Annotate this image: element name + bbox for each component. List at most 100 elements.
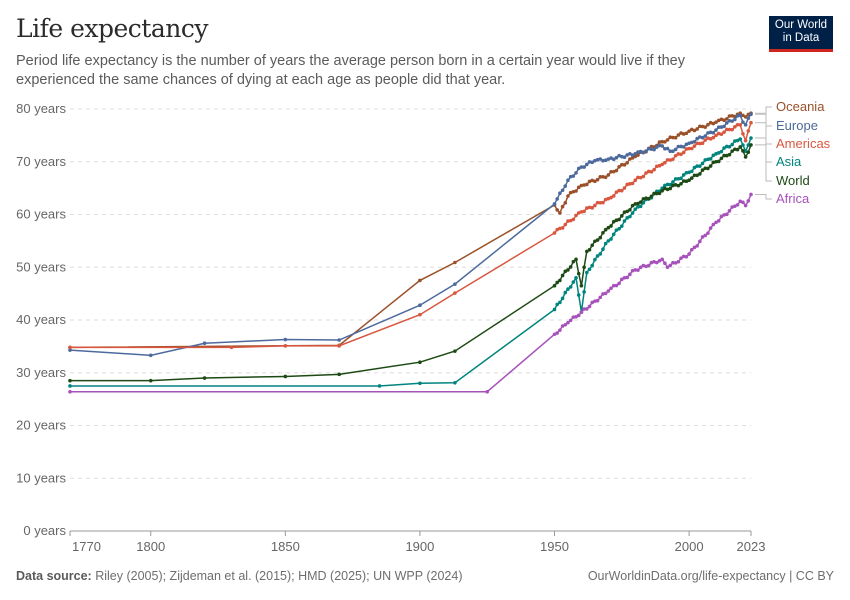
data-point-oceania	[601, 174, 605, 179]
data-point-americas	[633, 178, 638, 183]
data-point-world	[727, 152, 732, 157]
data-point-americas	[735, 122, 740, 127]
data-point-europe	[603, 158, 608, 163]
data-point-world	[689, 176, 694, 180]
data-point-americas	[708, 137, 713, 141]
data-point-americas	[646, 169, 651, 174]
data-point-europe	[555, 197, 559, 201]
data-point-world	[603, 227, 608, 232]
data-point-oceania	[579, 183, 584, 188]
data-point-americas	[654, 164, 659, 169]
data-point-europe	[644, 149, 648, 153]
y-tick-label: 10 years	[16, 470, 66, 485]
data-point-americas	[630, 181, 635, 186]
series-label-europe[interactable]: Europe	[776, 118, 818, 133]
data-point-oceania	[625, 160, 629, 165]
data-point-world	[614, 218, 619, 223]
data-point-asia	[418, 381, 422, 386]
data-point-asia	[733, 139, 737, 143]
data-point-europe	[711, 130, 716, 135]
data-point-europe	[733, 117, 737, 122]
data-point-americas	[724, 127, 729, 132]
data-point-europe	[568, 174, 573, 179]
data-point-europe	[730, 119, 734, 123]
data-point-oceania	[566, 194, 570, 198]
data-point-africa	[568, 318, 573, 323]
data-point-world	[595, 238, 600, 242]
data-point-americas	[337, 344, 341, 348]
data-point-americas	[649, 170, 654, 174]
data-point-oceania	[703, 125, 708, 129]
data-point-africa	[746, 199, 751, 203]
data-point-americas	[746, 129, 751, 133]
data-point-world	[708, 164, 713, 168]
series-label-africa[interactable]: Africa	[776, 191, 810, 206]
data-point-africa	[698, 239, 702, 244]
data-point-world	[706, 166, 710, 171]
data-point-africa	[609, 286, 613, 291]
series-label-oceania[interactable]: Oceania	[776, 99, 825, 114]
data-point-europe	[724, 121, 729, 125]
data-point-americas	[716, 131, 721, 136]
data-point-americas	[663, 160, 667, 165]
data-point-americas	[684, 147, 689, 151]
data-point-world	[606, 225, 611, 230]
data-point-africa	[625, 275, 629, 280]
data-point-world	[743, 155, 748, 159]
data-point-world	[555, 280, 559, 285]
data-point-asia	[571, 280, 576, 284]
data-point-asia	[617, 226, 621, 231]
data-point-oceania	[660, 139, 664, 144]
owid-logo[interactable]: Our World in Data	[769, 16, 833, 52]
data-point-europe	[601, 158, 605, 163]
data-point-world	[735, 147, 740, 152]
data-point-africa	[671, 260, 675, 265]
data-point-europe	[708, 130, 713, 135]
data-point-world	[746, 150, 751, 155]
y-tick-label: 0 years	[23, 523, 66, 538]
data-point-world	[657, 191, 662, 196]
data-point-europe	[148, 353, 153, 358]
data-point-oceania	[636, 153, 640, 157]
data-point-oceania	[665, 138, 670, 142]
chart-subtitle: Period life expectancy is the number of …	[16, 53, 685, 88]
data-point-oceania	[724, 117, 729, 121]
data-point-world	[646, 196, 651, 201]
data-point-americas	[622, 186, 627, 190]
data-point-oceania	[609, 169, 613, 174]
data-point-europe	[566, 178, 570, 183]
data-point-oceania	[700, 124, 705, 129]
series-label-asia[interactable]: Asia	[776, 154, 802, 169]
data-point-oceania	[563, 201, 568, 205]
data-point-europe	[614, 155, 619, 160]
data-point-europe	[719, 125, 724, 129]
series-label-world[interactable]: World	[776, 173, 810, 188]
data-point-africa	[654, 260, 659, 265]
data-point-americas	[749, 120, 753, 125]
data-point-europe	[698, 135, 702, 139]
data-point-world	[568, 265, 573, 269]
data-point-americas	[652, 167, 656, 172]
data-point-world	[566, 268, 570, 272]
data-point-africa	[727, 209, 732, 213]
data-point-world	[660, 188, 664, 193]
data-point-americas	[644, 171, 648, 175]
data-point-africa	[574, 314, 578, 319]
data-point-africa	[714, 220, 718, 225]
series-line-world	[70, 144, 752, 382]
data-point-americas	[606, 196, 611, 201]
data-point-africa	[576, 313, 581, 318]
data-point-world	[576, 271, 581, 276]
data-point-asia	[681, 173, 686, 177]
data-point-world	[148, 378, 153, 383]
data-point-europe	[638, 149, 643, 154]
footer-link[interactable]: OurWorldinData.org/life-expectancy | CC …	[587, 569, 834, 583]
data-point-europe	[609, 156, 613, 160]
data-point-americas	[614, 190, 619, 194]
series-label-americas[interactable]: Americas	[776, 136, 831, 151]
data-point-europe	[714, 128, 718, 132]
data-point-oceania	[695, 127, 699, 131]
data-point-asia	[703, 158, 708, 162]
data-point-europe	[598, 157, 603, 161]
